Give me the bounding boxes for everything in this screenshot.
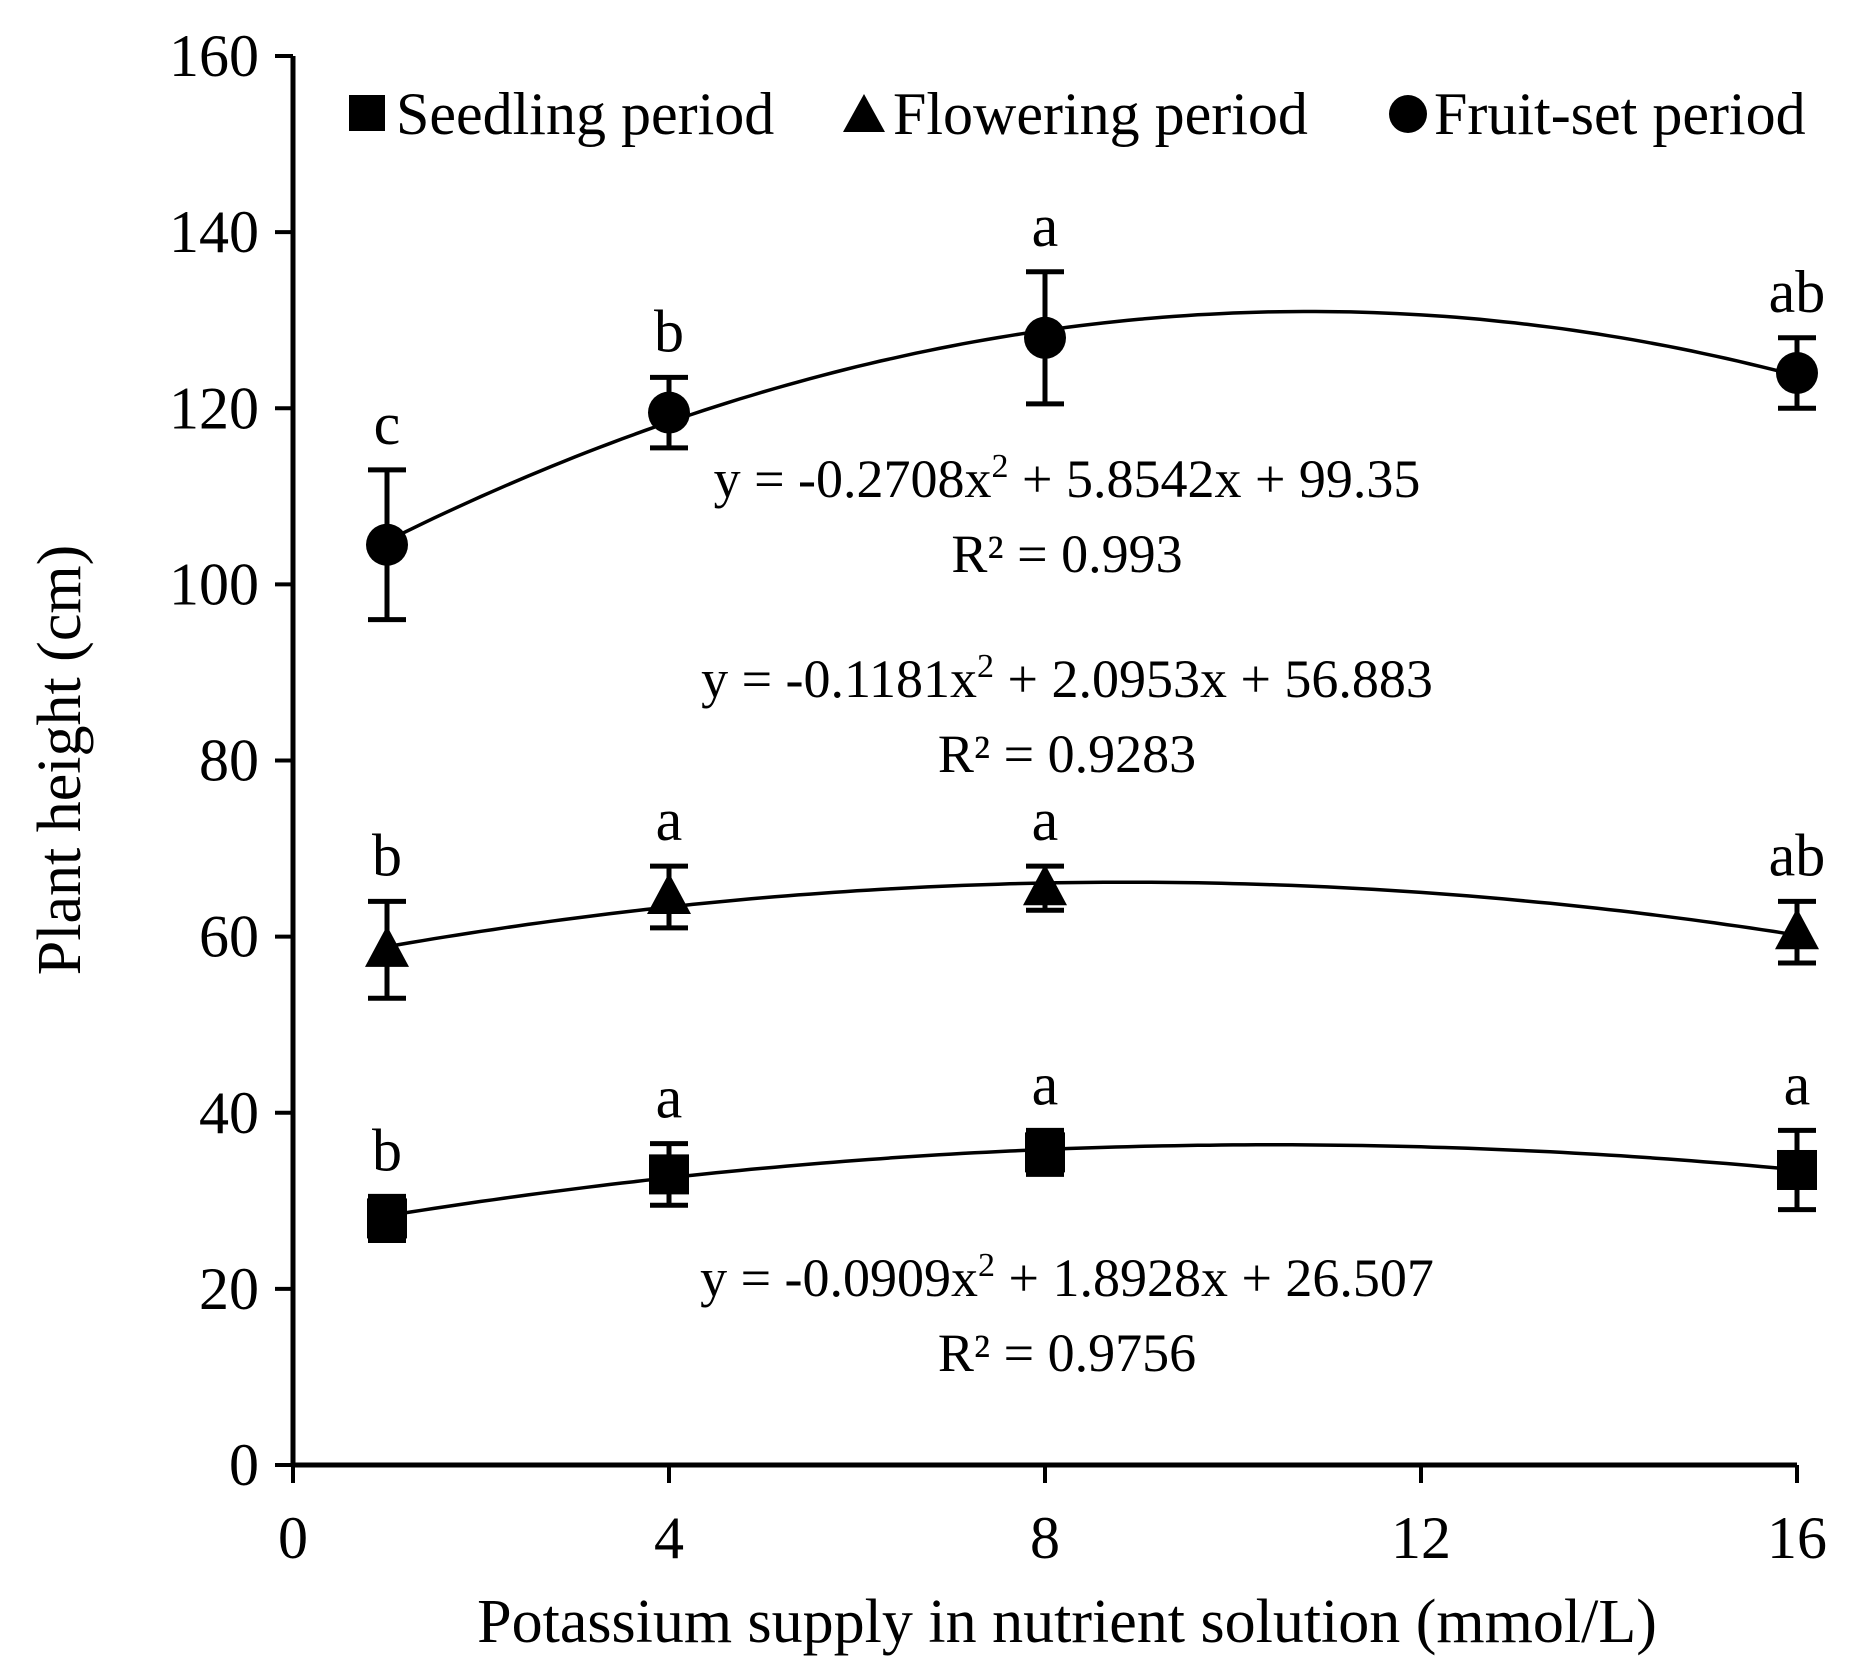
significance-letter-fruit-set: ab — [1769, 259, 1826, 325]
data-point-fruit-set — [1776, 352, 1818, 395]
y-tick-label: 160 — [169, 23, 259, 89]
legend: Seedling period Flowering period Fruit-s… — [349, 81, 1806, 147]
equation-seedling-text: y = -0.0909x2 + 1.8928x + 26.507 — [700, 1247, 1434, 1308]
legend-label-fruit-set: Fruit-set period — [1434, 81, 1806, 147]
significance-letter-seedling: a — [1784, 1051, 1811, 1117]
data-point-flowering — [1775, 908, 1819, 950]
data-markers — [365, 316, 1819, 1239]
x-tick-label: 16 — [1767, 1505, 1827, 1571]
x-tick-label: 12 — [1391, 1505, 1451, 1571]
y-tick-label: 0 — [229, 1432, 259, 1498]
legend-square-icon — [349, 95, 385, 131]
data-point-seedling — [1777, 1149, 1817, 1190]
x-tick-label: 0 — [278, 1505, 308, 1571]
y-tick-label: 60 — [199, 904, 259, 970]
legend-triangle-icon — [843, 94, 885, 132]
equation-flowering-text: y = -0.1181x2 + 2.0953x + 56.883 — [701, 648, 1433, 709]
x-ticks: 0 4 8 12 16 — [278, 1465, 1827, 1571]
fit-curve-flowering — [386, 880, 1798, 949]
significance-letter-seedling: a — [1032, 1051, 1059, 1117]
y-tick-label: 100 — [169, 551, 259, 617]
data-point-seedling — [367, 1198, 407, 1239]
r2-fruit-set-text: R² = 0.993 — [951, 524, 1182, 584]
significance-letter-flowering: a — [1032, 787, 1059, 853]
x-tick-label: 4 — [654, 1505, 684, 1571]
y-tick-label: 80 — [199, 728, 259, 794]
significance-letter-fruit-set: b — [654, 298, 684, 364]
significance-letter-seedling: a — [656, 1065, 683, 1131]
significance-letter-seedling: b — [372, 1117, 402, 1183]
legend-circle-icon — [1389, 95, 1427, 133]
data-point-flowering — [1023, 864, 1067, 906]
equation-fruit-set: y = -0.2708x2 + 5.8542x + 99.35 R² = 0.9… — [714, 448, 1421, 584]
y-tick-label: 140 — [169, 199, 259, 265]
data-point-flowering — [365, 925, 409, 967]
equation-seedling: y = -0.0909x2 + 1.8928x + 26.507 R² = 0.… — [700, 1247, 1434, 1383]
data-point-fruit-set — [648, 391, 690, 434]
fit-curve-seedling — [386, 1143, 1798, 1218]
data-point-seedling — [1025, 1132, 1065, 1173]
y-ticks: 0 20 40 60 80 100 120 140 160 — [169, 23, 293, 1498]
data-point-flowering — [647, 872, 691, 914]
x-axis-title: Potassium supply in nutrient solution (m… — [477, 1588, 1657, 1656]
fit-curves — [386, 309, 1798, 1218]
y-tick-label: 40 — [199, 1080, 259, 1146]
legend-label-seedling: Seedling period — [396, 81, 774, 147]
x-tick-label: 8 — [1030, 1505, 1060, 1571]
y-tick-label: 20 — [199, 1256, 259, 1322]
y-tick-label: 120 — [169, 375, 259, 441]
data-point-seedling — [649, 1154, 689, 1195]
significance-letter-fruit-set: a — [1032, 193, 1059, 259]
equation-fruit-set-text: y = -0.2708x2 + 5.8542x + 99.35 — [714, 448, 1421, 509]
r2-flowering-text: R² = 0.9283 — [938, 724, 1196, 784]
significance-letter-flowering: b — [372, 822, 402, 888]
significance-letter-flowering: a — [656, 787, 683, 853]
data-point-fruit-set — [1024, 316, 1066, 359]
data-point-fruit-set — [366, 523, 408, 566]
significance-letter-fruit-set: c — [374, 391, 401, 457]
fit-curve-fruit-set — [386, 309, 1798, 543]
equation-flowering: y = -0.1181x2 + 2.0953x + 56.883 R² = 0.… — [701, 648, 1433, 784]
r2-seedling-text: R² = 0.9756 — [938, 1323, 1196, 1383]
legend-label-flowering: Flowering period — [893, 81, 1308, 147]
y-axis-title: Plant height (cm) — [26, 545, 94, 975]
significance-letter-flowering: ab — [1769, 822, 1826, 888]
